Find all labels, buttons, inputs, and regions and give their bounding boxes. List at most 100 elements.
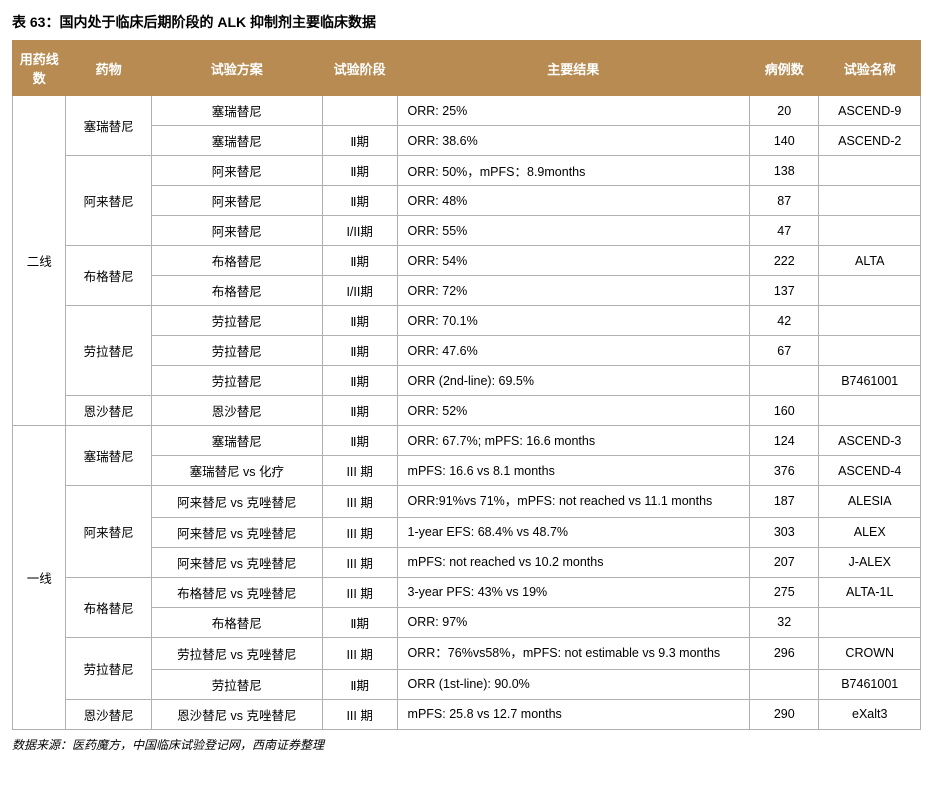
header-drug: 药物: [66, 41, 151, 96]
cell-phase: III 期: [322, 577, 397, 607]
cell-n: 222: [750, 246, 819, 276]
cell-plan: 恩沙替尼: [151, 396, 322, 426]
cell-phase: [322, 96, 397, 126]
cell-phase: III 期: [322, 517, 397, 547]
cell-drug: 劳拉替尼: [66, 306, 151, 396]
cell-result: ORR: 70.1%: [397, 306, 750, 336]
cell-trial-name: [819, 276, 921, 306]
cell-trial-name: ALESIA: [819, 486, 921, 518]
clinical-data-table: 用药线数 药物 试验方案 试验阶段 主要结果 病例数 试验名称 二线塞瑞替尼塞瑞…: [12, 40, 921, 730]
table-row: 布格替尼布格替尼 vs 克唑替尼III 期3-year PFS: 43% vs …: [13, 577, 921, 607]
cell-phase: III 期: [322, 486, 397, 518]
cell-drug: 恩沙替尼: [66, 396, 151, 426]
cell-n: 137: [750, 276, 819, 306]
cell-plan: 阿来替尼 vs 克唑替尼: [151, 547, 322, 577]
table-row: 一线塞瑞替尼塞瑞替尼Ⅱ期ORR: 67.7%; mPFS: 16.6 month…: [13, 426, 921, 456]
cell-n: 140: [750, 126, 819, 156]
cell-plan: 阿来替尼 vs 克唑替尼: [151, 486, 322, 518]
cell-result: 3-year PFS: 43% vs 19%: [397, 577, 750, 607]
cell-n: 32: [750, 607, 819, 637]
header-plan: 试验方案: [151, 41, 322, 96]
table-row: 恩沙替尼恩沙替尼 vs 克唑替尼III 期mPFS: 25.8 vs 12.7 …: [13, 699, 921, 729]
cell-phase: III 期: [322, 637, 397, 669]
cell-trial-name: J-ALEX: [819, 547, 921, 577]
cell-plan: 塞瑞替尼 vs 化疗: [151, 456, 322, 486]
cell-n: 160: [750, 396, 819, 426]
cell-result: ORR: 97%: [397, 607, 750, 637]
cell-trial-name: CROWN: [819, 637, 921, 669]
cell-trial-name: [819, 396, 921, 426]
header-name: 试验名称: [819, 41, 921, 96]
cell-plan: 劳拉替尼: [151, 336, 322, 366]
cell-phase: I/II期: [322, 276, 397, 306]
cell-result: ORR: 25%: [397, 96, 750, 126]
cell-result: ORR: 55%: [397, 216, 750, 246]
cell-trial-name: [819, 306, 921, 336]
cell-result: ORR: 54%: [397, 246, 750, 276]
cell-phase: Ⅱ期: [322, 306, 397, 336]
cell-result: ORR: 48%: [397, 186, 750, 216]
cell-n: 87: [750, 186, 819, 216]
cell-drug: 布格替尼: [66, 246, 151, 306]
cell-result: ORR：76%vs58%，mPFS: not estimable vs 9.3 …: [397, 637, 750, 669]
cell-phase: III 期: [322, 456, 397, 486]
cell-plan: 劳拉替尼: [151, 306, 322, 336]
cell-phase: Ⅱ期: [322, 396, 397, 426]
cell-phase: Ⅱ期: [322, 366, 397, 396]
cell-plan: 布格替尼 vs 克唑替尼: [151, 577, 322, 607]
header-phase: 试验阶段: [322, 41, 397, 96]
cell-result: ORR (2nd-line): 69.5%: [397, 366, 750, 396]
table-row: 劳拉替尼劳拉替尼 vs 克唑替尼III 期ORR：76%vs58%，mPFS: …: [13, 637, 921, 669]
cell-trial-name: [819, 156, 921, 186]
table-title: 表 63：国内处于临床后期阶段的 ALK 抑制剂主要临床数据: [12, 12, 921, 32]
cell-trial-name: eXalt3: [819, 699, 921, 729]
cell-phase: Ⅱ期: [322, 186, 397, 216]
table-row: 阿来替尼阿来替尼 vs 克唑替尼III 期ORR:91%vs 71%，mPFS:…: [13, 486, 921, 518]
cell-drug: 塞瑞替尼: [66, 96, 151, 156]
cell-trial-name: [819, 216, 921, 246]
cell-n: [750, 669, 819, 699]
cell-n: 20: [750, 96, 819, 126]
cell-result: mPFS: not reached vs 10.2 months: [397, 547, 750, 577]
cell-trial-name: ALEX: [819, 517, 921, 547]
table-header-row: 用药线数 药物 试验方案 试验阶段 主要结果 病例数 试验名称: [13, 41, 921, 96]
header-n: 病例数: [750, 41, 819, 96]
cell-plan: 布格替尼: [151, 607, 322, 637]
cell-n: 290: [750, 699, 819, 729]
cell-trial-name: B7461001: [819, 366, 921, 396]
cell-n: 275: [750, 577, 819, 607]
table-row: 阿来替尼阿来替尼Ⅱ期ORR: 50%，mPFS：8.9months138: [13, 156, 921, 186]
cell-n: 47: [750, 216, 819, 246]
cell-trial-name: [819, 336, 921, 366]
cell-n: 303: [750, 517, 819, 547]
cell-plan: 塞瑞替尼: [151, 96, 322, 126]
cell-drug: 布格替尼: [66, 577, 151, 637]
cell-plan: 塞瑞替尼: [151, 126, 322, 156]
cell-plan: 阿来替尼: [151, 186, 322, 216]
cell-result: ORR:91%vs 71%，mPFS: not reached vs 11.1 …: [397, 486, 750, 518]
cell-n: 296: [750, 637, 819, 669]
cell-drug: 阿来替尼: [66, 486, 151, 578]
cell-plan: 劳拉替尼: [151, 366, 322, 396]
cell-phase: III 期: [322, 699, 397, 729]
table-row: 恩沙替尼恩沙替尼Ⅱ期ORR: 52%160: [13, 396, 921, 426]
cell-n: 207: [750, 547, 819, 577]
cell-line: 二线: [13, 96, 66, 426]
cell-trial-name: ASCEND-9: [819, 96, 921, 126]
cell-trial-name: B7461001: [819, 669, 921, 699]
cell-n: 42: [750, 306, 819, 336]
cell-plan: 阿来替尼: [151, 216, 322, 246]
cell-phase: I/II期: [322, 216, 397, 246]
cell-line: 一线: [13, 426, 66, 730]
cell-n: 124: [750, 426, 819, 456]
cell-result: ORR: 47.6%: [397, 336, 750, 366]
cell-result: ORR: 67.7%; mPFS: 16.6 months: [397, 426, 750, 456]
cell-trial-name: [819, 186, 921, 216]
table-row: 二线塞瑞替尼塞瑞替尼ORR: 25%20ASCEND-9: [13, 96, 921, 126]
cell-trial-name: [819, 607, 921, 637]
cell-result: ORR: 72%: [397, 276, 750, 306]
cell-result: mPFS: 25.8 vs 12.7 months: [397, 699, 750, 729]
data-source-footnote: 数据来源：医药魔方，中国临床试验登记网，西南证券整理: [12, 736, 921, 753]
cell-plan: 劳拉替尼 vs 克唑替尼: [151, 637, 322, 669]
cell-n: 67: [750, 336, 819, 366]
